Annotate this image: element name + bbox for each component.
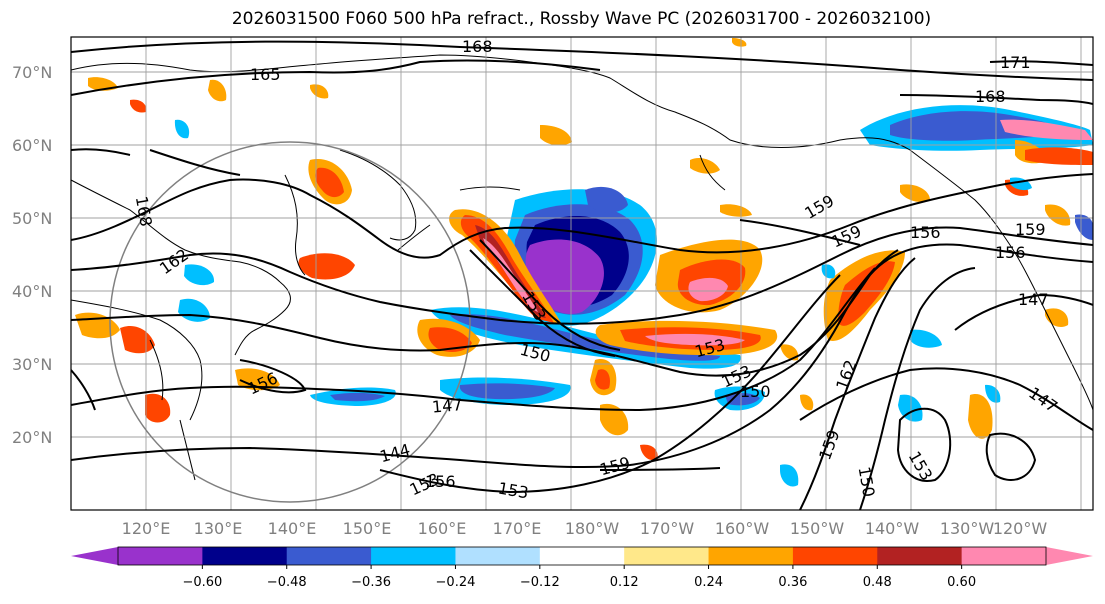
- lat-label: 50°N: [12, 209, 52, 228]
- colorbar-bin: [455, 547, 541, 565]
- colorbar-bin: [539, 547, 625, 565]
- contour-label: 147: [431, 395, 463, 417]
- colorbar-tick-label: −0.24: [436, 575, 476, 590]
- colorbar-tick-label: 0.12: [610, 575, 639, 590]
- colorbar-bin: [286, 547, 372, 565]
- colorbar-bin: [624, 547, 710, 565]
- lat-label: 40°N: [12, 282, 52, 301]
- contour-label: 156: [995, 243, 1026, 262]
- colorbar-tick-label: −0.12: [520, 575, 560, 590]
- colorbar-tick-label: 0.60: [947, 575, 976, 590]
- colorbar-bin: [792, 547, 878, 565]
- lon-label: 120°E: [122, 519, 171, 538]
- contour-label: 156: [425, 472, 456, 491]
- contour-label: 171: [1000, 53, 1031, 72]
- colorbar-bin: [961, 547, 1047, 565]
- lat-label: 30°N: [12, 355, 52, 374]
- gray-circle: [109, 141, 471, 503]
- lon-label: 170°E: [493, 519, 542, 538]
- lon-label: 150°W: [790, 519, 845, 538]
- colorbar-tick-label: −0.48: [267, 575, 307, 590]
- lat-label: 70°N: [12, 63, 52, 82]
- lon-label: 160°W: [715, 519, 770, 538]
- lon-label: 170°W: [640, 519, 695, 538]
- contour-lines: [71, 40, 1093, 510]
- colorbar-bin: [708, 547, 794, 565]
- lat-label: 20°N: [12, 428, 52, 447]
- contour-label: 147: [1018, 290, 1049, 309]
- colorbar-tick-label: 0.24: [694, 575, 723, 590]
- lon-label: 120°W: [993, 519, 1048, 538]
- colorbar-bin: [118, 547, 203, 565]
- lon-label: 180°W: [565, 519, 620, 538]
- lon-label: 140°E: [268, 519, 317, 538]
- contour-label: 168: [462, 37, 493, 56]
- colorbar-tick-label: −0.60: [182, 575, 222, 590]
- contour-label: 156: [910, 223, 941, 242]
- contour-label: 159: [1015, 220, 1046, 239]
- colorbar-tick-label: 0.48: [863, 575, 892, 590]
- colorbar-bin: [202, 547, 288, 565]
- map-title: 2026031500 F060 500 hPa refract., Rossby…: [231, 9, 932, 29]
- lon-label: 130°E: [194, 519, 243, 538]
- colorbar: −0.60 −0.48 −0.36 −0.24 −0.12 0.12 0.24 0.36 0.4…: [71, 546, 1093, 590]
- map-panel: 168 165 171 168 168 162 159 159 156 159 …: [70, 36, 1094, 511]
- latitude-labels: 70°N 60°N 50°N 40°N 30°N 20°N: [12, 63, 52, 447]
- colorbar-frame: [117, 546, 1047, 566]
- colorbar-bin: [371, 547, 456, 565]
- contour-label: 168: [975, 87, 1006, 106]
- colorbar-extend-low: [71, 547, 118, 565]
- longitude-labels: 120°E 130°E 140°E 150°E 160°E 170°E 180°…: [122, 519, 1048, 538]
- graticule: [71, 37, 1093, 510]
- contour-label: 165: [250, 65, 281, 84]
- contour-label: 150: [740, 382, 771, 401]
- colorbar-tick-label: 0.36: [778, 575, 807, 590]
- lon-label: 140°W: [865, 519, 920, 538]
- lat-label: 60°N: [12, 136, 52, 155]
- colorbar-bin: [877, 547, 963, 565]
- lon-label: 150°E: [343, 519, 392, 538]
- colorbar-tick-label: −0.36: [351, 575, 391, 590]
- map-frame: [70, 36, 1094, 511]
- colorbar-extend-high: [1046, 547, 1093, 565]
- lon-label: 160°E: [418, 519, 467, 538]
- lon-label: 130°W: [940, 519, 995, 538]
